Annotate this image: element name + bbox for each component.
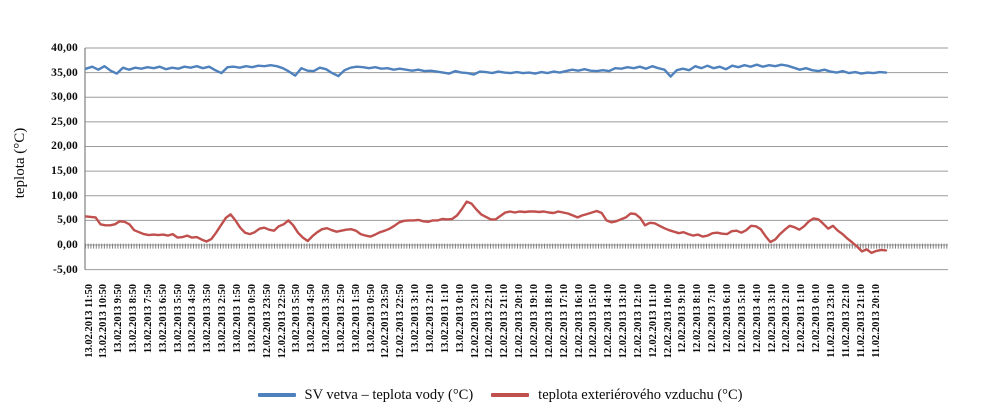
x-tick-label: 12.02.2013 19:10: [528, 284, 540, 359]
y-tick-label: 40,00: [51, 42, 78, 54]
y-tick-label: 5,00: [57, 214, 78, 227]
x-tick-label: 13.02.2013 4:50: [306, 284, 318, 354]
x-tick-label: 12.02.2013 23:50: [380, 284, 392, 359]
x-tick-label: 13.02.2013 5:50: [172, 284, 184, 354]
x-tick-label: 12.02.2013 23:50: [261, 284, 273, 359]
x-tick-label: 12.02.2013 12:10: [632, 284, 644, 359]
y-tick-label: 35,00: [51, 66, 78, 79]
x-tick-label: 12.02.2013 16:10: [573, 284, 585, 359]
x-tick-label: 12.02.2013 7:10: [707, 284, 719, 354]
x-tick-label: 12.02.2013 21:10: [499, 284, 511, 359]
x-tick-label: 12.02.2013 4:10: [751, 284, 763, 354]
x-tick-label: 12.02.2013 5:10: [736, 284, 748, 354]
x-tick-label: 12.02.2013 20:10: [514, 284, 526, 359]
x-tick-label: 13.02.2013 0:50: [246, 284, 258, 354]
x-tick-label: 13.02.2013 1:50: [231, 284, 243, 354]
x-tick-label: 13.02.2013 0:10: [454, 284, 466, 354]
x-tick-label: 13.02.2013 9:50: [113, 284, 125, 354]
y-tick-label: 25,00: [51, 115, 78, 128]
x-tick-label: 12.02.2013 3:10: [766, 284, 778, 354]
x-tick-label: 12.02.2013 1:10: [796, 284, 808, 354]
x-tick-label: 13.02.2013 1:50: [350, 284, 362, 354]
y-tick-label: 30,00: [51, 91, 78, 104]
x-tick-label: 13.02.2013 2:10: [425, 284, 437, 354]
x-tick-label: 12.02.2013 14:10: [603, 284, 615, 359]
x-tick-label: 12.02.2013 17:10: [558, 284, 570, 359]
legend-item-exterior-air-temp: teplota exteriérového vzduchu (°C): [491, 387, 742, 404]
x-tick-label: 12.02.2013 6:10: [722, 284, 733, 354]
x-tick-label: 13.02.2013 3:10: [410, 284, 422, 354]
x-tick-label: 13.02.2013 10:50: [98, 284, 110, 359]
x-tick-label: 12.02.2013 18:10: [543, 284, 555, 359]
x-tick-label: 13.02.2013 1:10: [439, 284, 451, 354]
x-tick-label: 13.02.2013 5:50: [291, 284, 303, 354]
series-line-1: [84, 200, 888, 255]
legend-label-water-temp: SV vetva – teplota vody (°C): [304, 386, 474, 403]
exterior-air-temp-line-swatch: [491, 393, 530, 397]
x-tick-label: 12.02.2013 10:10: [662, 284, 674, 359]
legend-item-water-temp: SV vetva – teplota vody (°C): [257, 386, 474, 404]
y-tick-label: 20,00: [51, 140, 78, 153]
x-tick-label: 13.02.2013 6:50: [157, 284, 169, 354]
x-tick-label: 12.02.2013 23:10: [469, 284, 481, 359]
legend-label-exterior-air-temp: teplota exteriérového vzduchu (°C): [538, 386, 743, 403]
x-tick-label: 12.02.2013 13:10: [618, 284, 630, 359]
x-tick-label: 13.02.2013 7:50: [142, 284, 154, 354]
x-tick-label: 13.02.2013 11:50: [83, 284, 95, 358]
x-tick-label: 12.02.2013 22:50: [395, 284, 407, 359]
x-tick-label: 12.02.2013 22:50: [276, 284, 288, 359]
y-tick-label: 0,00: [57, 238, 78, 251]
x-tick-label: 11.02.2013 22:10: [840, 284, 852, 358]
x-tick-label: 12.02.2013 11:10: [647, 284, 659, 358]
legend: SV vetva – teplota vody (°C) teplota ext…: [0, 385, 1000, 405]
x-tick-label: 12.02.2013 2:10: [781, 284, 793, 354]
x-tick-label: 13.02.2013 4:50: [187, 284, 199, 354]
x-tick-label: 12.02.2013 0:10: [811, 284, 823, 354]
y-tick-label: 10,00: [51, 189, 78, 202]
water-temp-line-swatch: [257, 393, 296, 397]
x-tick-label: 12.02.2013 8:10: [692, 284, 704, 354]
series-line-0: [84, 63, 888, 78]
x-tick-label: 12.02.2013 15:10: [588, 284, 600, 359]
x-tick-label: 11.02.2013 23:10: [825, 284, 837, 358]
y-tick-label: -5,00: [53, 263, 78, 276]
x-tick-label: 13.02.2013 8:50: [128, 284, 140, 354]
x-tick-label: 13.02.2013 2:50: [217, 284, 229, 354]
x-tick-label: 11.02.2013 20:10: [870, 284, 882, 358]
y-tick-label: 15,00: [51, 165, 78, 178]
x-tick-label: 12.02.2013 22:10: [484, 284, 496, 359]
x-tick-label: 12.02.2013 9:10: [677, 284, 689, 354]
x-tick-label: 13.02.2013 3:50: [202, 284, 214, 354]
x-tick-label: 11.02.2013 21:10: [855, 284, 867, 358]
x-tick-label: 13.02.2013 3:50: [321, 284, 333, 354]
x-tick-label: 13.02.2013 2:50: [335, 284, 347, 354]
x-tick-label: 13.02.2013 0:50: [365, 284, 377, 354]
